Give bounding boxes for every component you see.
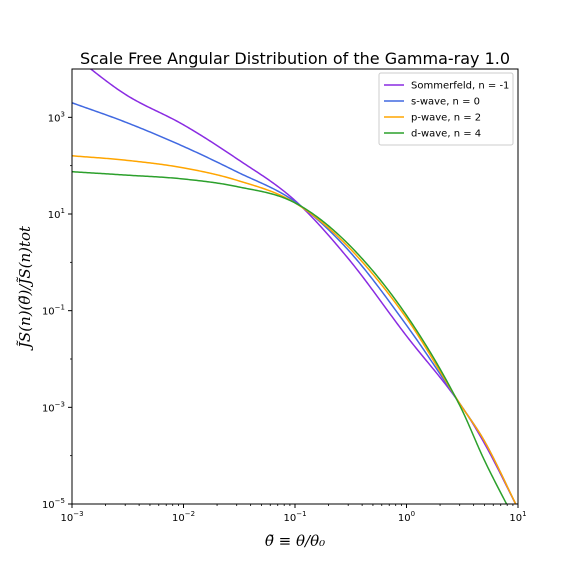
legend-label: s-wave, n = 0 bbox=[411, 97, 480, 108]
legend-label: p-wave, n = 2 bbox=[411, 113, 481, 124]
x-axis-label: θ̃ ≡ θ/θ₀ bbox=[265, 532, 325, 550]
x-tick-label: 10−2 bbox=[172, 510, 195, 524]
y-tick-label: 10−3 bbox=[42, 400, 65, 414]
y-tick-label: 10−1 bbox=[42, 304, 65, 318]
legend-box bbox=[378, 72, 514, 146]
chart-title: Scale Free Angular Distribution of the G… bbox=[80, 49, 510, 68]
y-tick-label: 101 bbox=[48, 207, 65, 221]
series-line-3 bbox=[72, 170, 508, 504]
series-layer bbox=[72, 69, 517, 504]
x-tick-label: 101 bbox=[509, 510, 526, 524]
x-tick-label: 100 bbox=[398, 510, 415, 524]
x-tick-label: 10−1 bbox=[283, 510, 306, 524]
y-tick-label: 103 bbox=[48, 110, 65, 124]
y-axis-label: J̃S(n)(θ̃)/J̃S(n)tot bbox=[16, 225, 34, 351]
x-axis-ticks: 10−3 10−2 10−1 100 101 bbox=[60, 504, 527, 524]
y-tick-label: 10−5 bbox=[42, 497, 65, 511]
legend-label: Sommerfeld, n = -1 bbox=[411, 81, 509, 92]
legend: Sommerfeld, n = -1 s-wave, n = 0 p-wave, n… bbox=[378, 72, 514, 146]
y-axis-ticks: 10−5 10−3 10−1 101 103 bbox=[42, 110, 72, 511]
legend-label: d-wave, n = 4 bbox=[411, 129, 481, 140]
x-tick-label: 10−3 bbox=[60, 510, 83, 524]
series-line-2 bbox=[72, 155, 517, 504]
